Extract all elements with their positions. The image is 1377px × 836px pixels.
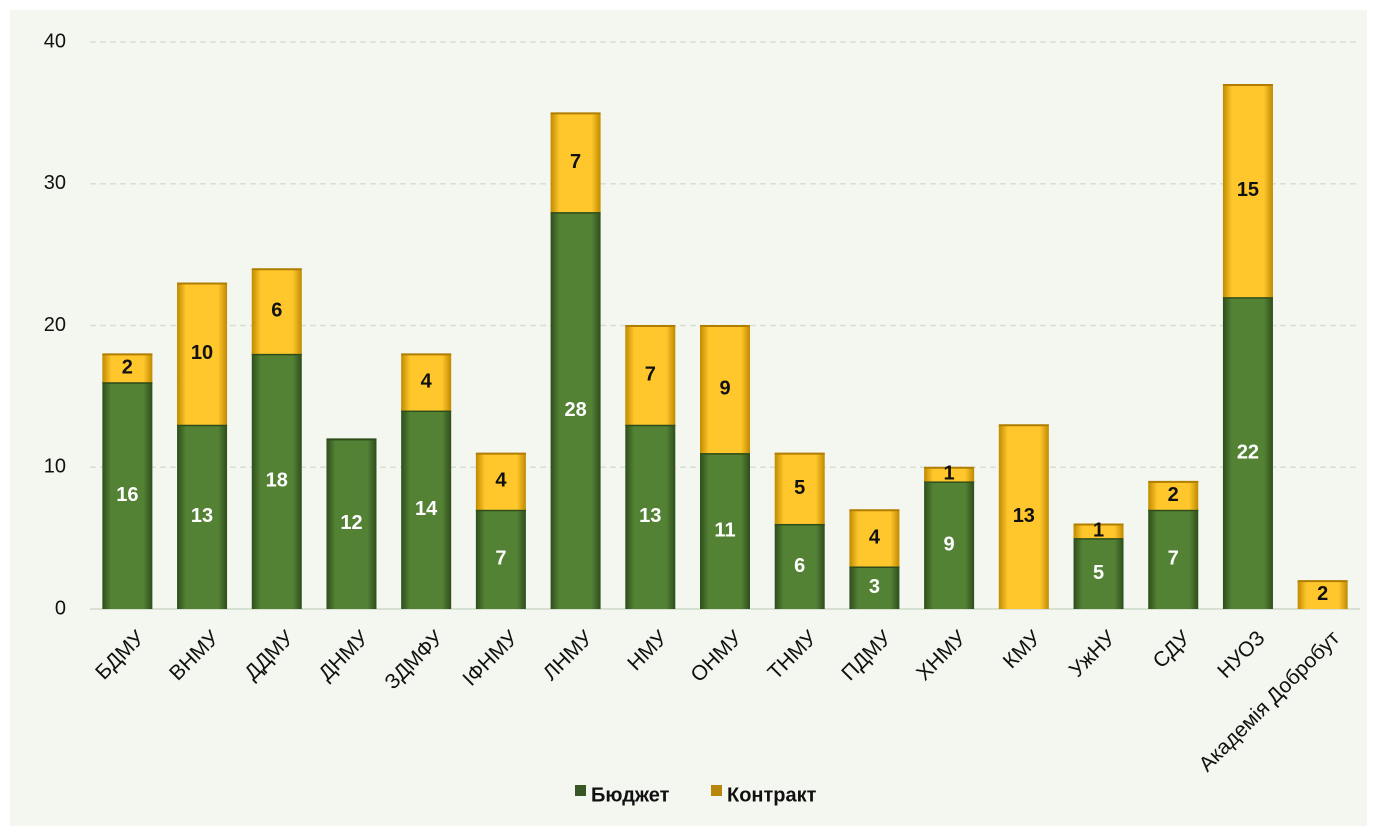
bar-segment-budget (401, 410, 452, 609)
bar-segment-budget (1222, 297, 1273, 609)
legend-swatch-contract (711, 785, 722, 796)
bars (102, 84, 1348, 609)
bar-segment-contract (849, 509, 900, 567)
x-tick-label: НУОЗ (1213, 626, 1269, 682)
bar-segment-budget (177, 424, 228, 609)
legend: Бюджет Контракт (575, 784, 817, 806)
x-tick-label: Академія Добробут (1195, 626, 1345, 776)
bar-segment-contract (1148, 481, 1199, 510)
bar-segment-contract (1297, 580, 1348, 609)
bar-segment-contract (550, 112, 601, 213)
data-label: 15 (1237, 179, 1259, 201)
x-tick-label: ВНМУ (165, 626, 224, 685)
x-tick-label: ДДМУ (240, 626, 299, 685)
y-tick-label: 40 (44, 30, 66, 52)
data-label: 9 (719, 378, 730, 400)
data-label: 5 (1093, 562, 1104, 584)
legend-swatch-budget (575, 785, 586, 796)
data-label: 10 (191, 342, 213, 364)
data-label: 7 (1168, 548, 1179, 570)
data-label: 6 (794, 555, 805, 577)
x-tick-label: ЛНМУ (539, 626, 598, 685)
data-label: 2 (1317, 583, 1328, 605)
data-label: 28 (564, 399, 586, 421)
x-tick-label: НМУ (623, 626, 672, 675)
data-label: 1 (944, 463, 955, 485)
x-tick-label: ОНМУ (686, 626, 747, 687)
x-tick-label: УжНУ (1065, 626, 1121, 682)
data-label: 22 (1237, 441, 1259, 463)
bar-segment-contract (401, 353, 452, 411)
bar-segment-budget (1148, 509, 1199, 609)
bar-segment-budget (102, 382, 153, 609)
bar-segment-contract (998, 424, 1049, 609)
bar-segment-contract (251, 268, 302, 354)
bar-segment-budget (625, 424, 676, 609)
y-axis-ticks: 0 10 20 30 40 (44, 30, 66, 619)
data-label: 4 (495, 470, 507, 492)
bar-segment-budget (924, 481, 975, 609)
data-label: 3 (869, 576, 880, 598)
data-label: 5 (794, 477, 805, 499)
x-tick-label: СДУ (1149, 626, 1196, 673)
legend-label-budget: Бюджет (591, 784, 670, 806)
data-label: 7 (570, 151, 581, 173)
y-tick-label: 20 (44, 314, 66, 336)
x-tick-label: ТНМУ (764, 626, 822, 684)
data-label: 13 (639, 505, 661, 527)
y-tick-label: 10 (44, 456, 66, 478)
data-label: 13 (1013, 505, 1035, 527)
bar-segment-budget (849, 566, 900, 609)
y-tick-label: 30 (44, 172, 66, 194)
data-label: 6 (271, 300, 282, 322)
data-label: 1 (1093, 519, 1104, 541)
data-label: 9 (944, 533, 955, 555)
y-tick-label: 0 (55, 597, 66, 619)
data-label: 13 (191, 505, 213, 527)
bar-segment-contract (625, 325, 676, 425)
bar-segment-contract (1073, 523, 1124, 539)
bar-segment-contract (924, 467, 975, 482)
bar-segment-contract (774, 453, 825, 524)
x-tick-label: ІФНМУ (458, 626, 523, 691)
chart-area: 0 10 20 30 40 16 2 13 10 18 6 12 14 4 7 4 28 7 13 7 11 9 6 5 3 4… (10, 10, 1367, 826)
bar-segment-budget (700, 453, 750, 609)
bar-segment-contract (1222, 84, 1273, 298)
x-tick-label: ХНМУ (912, 626, 971, 685)
bar-segment-contract (475, 453, 526, 510)
data-label: 4 (421, 370, 433, 392)
bar-segment-budget (251, 353, 302, 609)
x-tick-label: ПДМУ (837, 626, 896, 685)
x-axis-labels: БДМУ ВНМУ ДДМУ ДНМУ ЗДМФУ ІФНМУ ЛНМУ НМУ ОНМУ ТНМ… (91, 626, 1344, 776)
data-label: 18 (266, 470, 288, 492)
bar-segment-contract (102, 353, 153, 383)
x-tick-label: ДНМУ (314, 626, 373, 685)
data-label: 4 (869, 526, 881, 548)
data-label: 7 (495, 548, 506, 570)
bar-segment-budget (774, 523, 825, 609)
data-label: 12 (340, 512, 362, 534)
bar-segment-contract (177, 282, 228, 425)
data-label: 7 (645, 363, 656, 385)
data-label: 11 (714, 519, 735, 541)
bar-segment-budget (326, 438, 377, 609)
x-tick-label: ЗДМФУ (380, 626, 448, 694)
bar-segment-budget (475, 509, 526, 609)
bar-segment-contract (700, 325, 750, 454)
data-label: 2 (1168, 484, 1179, 506)
data-label: 16 (116, 484, 138, 506)
data-label: 2 (122, 356, 133, 378)
data-label: 14 (415, 498, 438, 520)
bar-segment-budget (1073, 538, 1124, 609)
x-tick-label: БДМУ (91, 626, 149, 684)
bar-segment-budget (550, 212, 601, 609)
legend-label-contract: Контракт (727, 784, 817, 806)
x-tick-label: КМУ (999, 626, 1046, 673)
